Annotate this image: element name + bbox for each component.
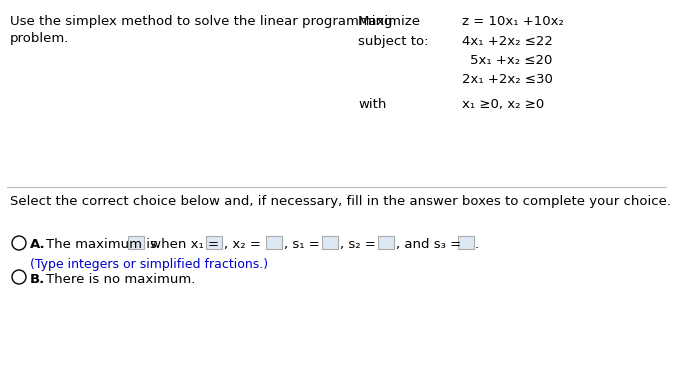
FancyBboxPatch shape [322, 236, 338, 249]
Text: problem.: problem. [10, 32, 69, 45]
Text: when x₁ =: when x₁ = [146, 238, 219, 251]
Text: with: with [358, 98, 386, 111]
Text: There is no maximum.: There is no maximum. [46, 273, 195, 286]
Text: Maximize: Maximize [358, 15, 421, 28]
Text: 5x₁ +x₂ ≤20: 5x₁ +x₂ ≤20 [470, 54, 553, 67]
FancyBboxPatch shape [378, 236, 394, 249]
Text: , s₂ =: , s₂ = [340, 238, 376, 251]
Text: 4x₁ +2x₂ ≤22: 4x₁ +2x₂ ≤22 [462, 35, 553, 48]
FancyBboxPatch shape [266, 236, 282, 249]
FancyBboxPatch shape [128, 236, 144, 249]
Text: 2x₁ +2x₂ ≤30: 2x₁ +2x₂ ≤30 [462, 73, 553, 86]
FancyBboxPatch shape [458, 236, 474, 249]
Text: Select the correct choice below and, if necessary, fill in the answer boxes to c: Select the correct choice below and, if … [10, 195, 671, 208]
Text: (Type integers or simplified fractions.): (Type integers or simplified fractions.) [30, 258, 268, 271]
Text: , s₁ =: , s₁ = [284, 238, 320, 251]
Text: The maximum is: The maximum is [46, 238, 157, 251]
Text: subject to:: subject to: [358, 35, 429, 48]
Text: x₁ ≥0, x₂ ≥0: x₁ ≥0, x₂ ≥0 [462, 98, 544, 111]
Text: .: . [475, 238, 479, 251]
Text: z = 10x₁ +10x₂: z = 10x₁ +10x₂ [462, 15, 564, 28]
FancyBboxPatch shape [206, 236, 222, 249]
Text: B.: B. [30, 273, 45, 286]
Text: , x₂ =: , x₂ = [224, 238, 261, 251]
Text: , and s₃ =: , and s₃ = [396, 238, 461, 251]
Text: A.: A. [30, 238, 46, 251]
Text: Use the simplex method to solve the linear programming: Use the simplex method to solve the line… [10, 15, 392, 28]
